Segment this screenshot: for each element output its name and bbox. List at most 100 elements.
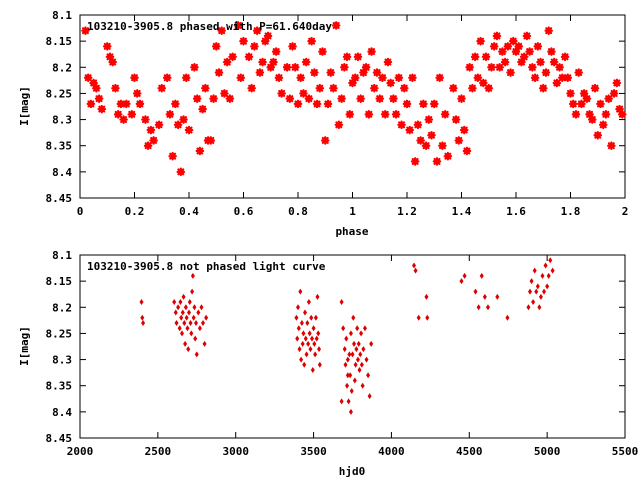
data-point bbox=[301, 330, 306, 337]
data-point bbox=[482, 293, 487, 300]
data-point bbox=[362, 325, 367, 332]
x-tick-label: 2000 bbox=[67, 445, 94, 458]
data-point bbox=[313, 351, 318, 358]
data-point bbox=[277, 89, 286, 98]
x-tick-label: 1 bbox=[349, 205, 356, 218]
data-point bbox=[346, 398, 351, 405]
data-point bbox=[503, 42, 513, 51]
data-point bbox=[184, 314, 189, 321]
data-point bbox=[582, 94, 592, 103]
data-point bbox=[183, 340, 188, 347]
data-point bbox=[81, 26, 90, 35]
data-point bbox=[596, 99, 605, 109]
data-point bbox=[266, 62, 276, 72]
data-point bbox=[416, 136, 425, 145]
data-point bbox=[609, 89, 619, 98]
data-point bbox=[351, 314, 356, 321]
data-point bbox=[198, 104, 207, 114]
data-point bbox=[316, 330, 321, 337]
data-point bbox=[149, 136, 158, 145]
data-point bbox=[361, 346, 366, 353]
data-point bbox=[303, 335, 308, 342]
data-point bbox=[299, 89, 308, 98]
data-point bbox=[541, 68, 551, 77]
y-tick-label: 8.15 bbox=[46, 35, 73, 48]
data-point bbox=[341, 325, 346, 332]
data-point bbox=[111, 83, 120, 93]
y-tick-label: 8.1 bbox=[52, 249, 72, 262]
data-point bbox=[353, 52, 363, 62]
data-point bbox=[228, 52, 237, 62]
data-point bbox=[487, 62, 496, 72]
data-point bbox=[258, 57, 267, 67]
data-point bbox=[274, 73, 284, 83]
data-point bbox=[568, 99, 578, 109]
data-point bbox=[479, 272, 484, 279]
data-point bbox=[317, 346, 322, 353]
data-point bbox=[543, 262, 548, 269]
x-tick-label: 1.4 bbox=[452, 205, 472, 218]
data-point bbox=[127, 110, 137, 119]
data-point bbox=[307, 36, 316, 46]
data-point bbox=[537, 304, 542, 311]
data-point bbox=[615, 104, 624, 114]
y-axis-label: I[mag] bbox=[18, 86, 31, 126]
x-tick-label: 2 bbox=[622, 205, 629, 218]
data-point bbox=[546, 272, 551, 279]
data-point bbox=[315, 293, 320, 300]
data-point bbox=[222, 57, 232, 67]
y-tick-label: 8.4 bbox=[52, 166, 72, 179]
data-point bbox=[141, 319, 146, 326]
data-point bbox=[299, 356, 304, 363]
data-point bbox=[269, 57, 278, 67]
data-point bbox=[479, 78, 488, 88]
unphased-light-curve-plot: 2000 2500 3000 3500 4000 4500 5000 5500 8.1 8.15… bbox=[18, 249, 638, 478]
x-tick-label: 0 bbox=[77, 205, 84, 218]
data-point bbox=[315, 83, 325, 93]
y-tick-label: 8.35 bbox=[46, 380, 73, 393]
y-tick-label: 8.4 bbox=[52, 406, 72, 419]
data-point bbox=[535, 283, 540, 290]
data-point bbox=[318, 47, 327, 56]
data-point bbox=[165, 110, 175, 119]
y-tick-label: 8.25 bbox=[46, 327, 73, 340]
data-point bbox=[500, 57, 510, 67]
data-point bbox=[476, 304, 481, 311]
data-point bbox=[492, 31, 502, 41]
data-point bbox=[132, 89, 142, 98]
data-point bbox=[383, 57, 393, 67]
data-point bbox=[312, 99, 322, 109]
data-point bbox=[506, 68, 515, 77]
data-point bbox=[547, 47, 556, 56]
data-point bbox=[366, 372, 371, 379]
data-point bbox=[187, 299, 192, 306]
data-point bbox=[457, 94, 466, 103]
data-point bbox=[298, 288, 303, 295]
data-point bbox=[182, 319, 187, 326]
data-point bbox=[495, 62, 504, 72]
y-axis-ticks: 8.1 8.15 8.2 8.25 8.3 8.35 8.4 8.45 bbox=[46, 9, 625, 205]
data-point bbox=[299, 319, 304, 326]
data-point bbox=[288, 42, 297, 51]
data-point bbox=[344, 335, 349, 342]
data-point bbox=[307, 330, 312, 337]
data-point bbox=[413, 120, 423, 130]
x-tick-label: 0.4 bbox=[179, 205, 199, 218]
data-point bbox=[348, 372, 353, 379]
data-point bbox=[514, 42, 524, 51]
data-point bbox=[566, 89, 575, 98]
data-points bbox=[81, 21, 627, 177]
data-point bbox=[347, 351, 352, 358]
data-point bbox=[526, 304, 531, 311]
data-point bbox=[372, 68, 382, 77]
data-point bbox=[345, 382, 350, 389]
data-point bbox=[172, 299, 177, 306]
data-point bbox=[356, 94, 365, 103]
data-point bbox=[454, 136, 464, 145]
data-point bbox=[528, 288, 533, 295]
data-point bbox=[585, 110, 594, 119]
data-point bbox=[612, 78, 622, 88]
data-point bbox=[353, 361, 358, 368]
data-point bbox=[421, 141, 431, 151]
data-point bbox=[424, 115, 434, 124]
